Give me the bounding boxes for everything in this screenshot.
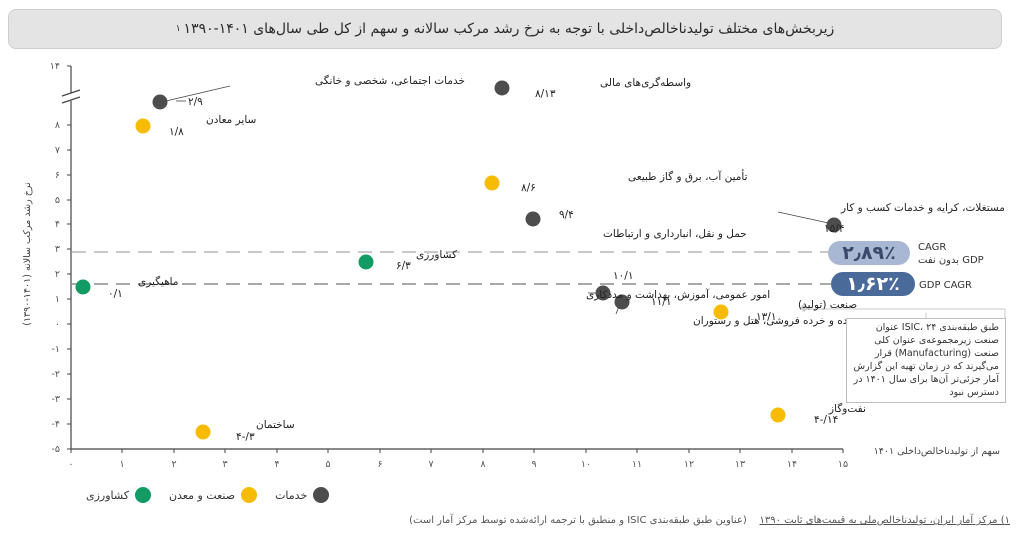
value-utilities: ۸/۶ [521, 182, 536, 194]
x-tick: ۳ [222, 459, 227, 470]
label-financial: واسطه‌گری‌های مالی [600, 76, 691, 89]
x-tick: ۴ [274, 459, 279, 470]
label-retail: عمده و خرده فروشی، هتل و رستوران [693, 315, 861, 327]
value-retail: ۱۱/۱ [651, 296, 671, 308]
value-public-affairs: ۱۰/۱ [613, 270, 633, 282]
point-manufacturing[interactable] [713, 304, 729, 320]
label-oil-gas: نفت‌وگاز [828, 402, 866, 415]
label-transport: حمل و نقل، انبارداری و ارتباطات [603, 228, 747, 240]
value-fishing: ۰/۱ [108, 288, 123, 300]
point-agriculture[interactable] [358, 254, 374, 270]
gdp-cagr-label: GDP CAGR [919, 280, 973, 291]
legend-label: خدمات [275, 488, 308, 502]
gdp-no-oil-label-line2: GDP بدون نفت [918, 255, 984, 266]
footnote: ۱) مرکز آمار ایران، تولیدناخالص‌ملی به ق… [409, 515, 1010, 526]
x-tick: ۲ [171, 459, 176, 470]
label-real-estate: مستغلات، کرایه و خدمات کسب و کار [840, 202, 1005, 214]
value-oil-gas: ۱۴/-۴ [814, 414, 838, 426]
x-tick: ۹ [531, 459, 536, 470]
y-tick: ۰ [55, 319, 60, 330]
point-other-mining[interactable] [135, 118, 151, 134]
legend-item-agriculture[interactable]: کشاورزی [86, 487, 151, 503]
x-tick: ۶ [377, 459, 382, 470]
x-tick: ۷ [428, 459, 433, 470]
y-tick: -۵ [51, 444, 60, 455]
point-retail[interactable] [614, 294, 630, 310]
legend-label: صنعت و معدن [168, 488, 236, 502]
legend-item-services[interactable]: خدمات [275, 487, 330, 503]
label-agriculture: کشاورزی [416, 249, 457, 261]
point-public-affairs[interactable] [595, 285, 611, 301]
footnote-source[interactable]: ۱) مرکز آمار ایران، تولیدناخالص‌ملی به ق… [759, 515, 1010, 526]
x-tick: ۵ [325, 459, 330, 470]
x-axis: ۰ ۱ ۲ ۳ ۴ ۵ ۶ ۷ ۸ ۹ ۱۰ ۱۱ ۱۲ ۱۳ ۱۴ ۱۵ سه… [68, 446, 1000, 470]
point-construction[interactable] [195, 424, 211, 440]
x-tick: ۱۲ [684, 459, 694, 470]
y-tick: ۴ [55, 219, 60, 230]
value-agriculture: ۶/۳ [396, 260, 411, 272]
point-fishing[interactable] [75, 279, 91, 295]
chart-title-text: زیربخش‌های مختلف تولیدناخالص‌داخلی با تو… [183, 21, 835, 37]
value-social-services: ۲/۹ [188, 96, 203, 108]
value-manufacturing: ۱۳/۱ [756, 311, 776, 323]
point-utilities[interactable] [484, 175, 500, 191]
legend-label: کشاورزی [86, 488, 129, 502]
value-real-estate: ۱۵/۴ [824, 223, 844, 235]
label-manufacturing: صنعت (تولید) [798, 299, 857, 311]
legend: خدمات صنعت و معدن کشاورزی [86, 487, 330, 503]
x-axis-title: سهم از تولیدناخالص‌داخلی ۱۴۰۱ [874, 446, 1000, 457]
x-tick: ۰ [68, 459, 73, 470]
label-social-services: خدمات اجتماعی، شخصی و خانگی [315, 74, 465, 87]
legend-item-industry[interactable]: صنعت و معدن [168, 487, 258, 503]
y-tick: ۷ [55, 145, 60, 156]
x-tick: ۱۴ [787, 459, 797, 470]
y-axis-title: نرخ رشد مرکب سالانه (۱۴۰۱-۱۳۹۰) [22, 182, 33, 326]
point-social-services[interactable] [152, 94, 168, 110]
gdp-no-oil-cagr-label: CAGR GDP بدون نفت [918, 241, 984, 267]
y-tick: ۲ [55, 269, 60, 280]
y-tick: -۱ [51, 344, 60, 355]
label-fishing: ماهیگیری [138, 275, 179, 288]
y-tick: ۸ [55, 120, 60, 131]
gdp-no-oil-label-line1: CAGR [918, 242, 947, 253]
value-transport: ۹/۴ [559, 209, 574, 221]
x-tick: ۱۱ [632, 459, 642, 470]
label-public-affairs: امور عمومی، آموزش، بهداشت و مددکاری [586, 288, 770, 301]
y-tick: ۵ [55, 195, 60, 206]
y-tick: -۴ [51, 419, 60, 430]
agriculture-dot-icon [134, 487, 151, 503]
gdp-cagr-badge: ۱٫۶۲٪ [831, 272, 915, 296]
y-tick: -۳ [51, 394, 60, 405]
label-other-mining: سایر معادن [206, 114, 256, 126]
x-tick: ۱۳ [735, 459, 745, 470]
y-tick: ۳ [55, 244, 60, 255]
services-dot-icon [313, 487, 330, 503]
x-tick: ۱۵ [838, 459, 848, 470]
x-tick: ۱۰ [581, 459, 591, 470]
x-tick: ۸ [480, 459, 485, 470]
value-financial: ۸/۱۳ [535, 88, 556, 100]
industry-dot-icon [241, 487, 258, 503]
value-construction: ۳/-۴ [236, 431, 255, 443]
point-financial[interactable] [494, 80, 510, 96]
point-transport[interactable] [525, 211, 541, 227]
manufacturing-note: طبق طبقه‌بندی ISIC، ۲۴ عنوان صنعت زیرمجم… [846, 318, 1006, 403]
y-tick: -۲ [51, 369, 60, 380]
point-oil-gas[interactable] [770, 407, 786, 423]
point-real-estate[interactable] [826, 217, 842, 233]
value-other-mining: ۱/۸ [169, 126, 184, 138]
axis-break-icon [61, 89, 81, 97]
y-axis: ۱۴ ۸ ۷ ۶ ۵ ۴ ۳ ۲ ۱ ۰ -۱ -۲ -۳ -۴ -۵ نرخ … [22, 61, 81, 455]
footnote-ref: ۱ [175, 24, 181, 34]
x-tick: ۱ [119, 459, 124, 470]
footnote-remark: (عناوین طبق طبقه‌بندی ISIC و منطبق با تر… [409, 515, 747, 526]
label-construction: ساختمان [256, 419, 295, 431]
y-tick: ۱۴ [50, 61, 60, 72]
gdp-no-oil-cagr-badge: ۲٫۸۹٪ [828, 241, 910, 265]
y-tick: ۱ [55, 294, 60, 305]
label-utilities: تأمین آب، برق و گاز طبیعی [628, 169, 748, 183]
chart-title: زیربخش‌های مختلف تولیدناخالص‌داخلی با تو… [8, 9, 1002, 49]
y-tick: ۶ [55, 170, 60, 181]
